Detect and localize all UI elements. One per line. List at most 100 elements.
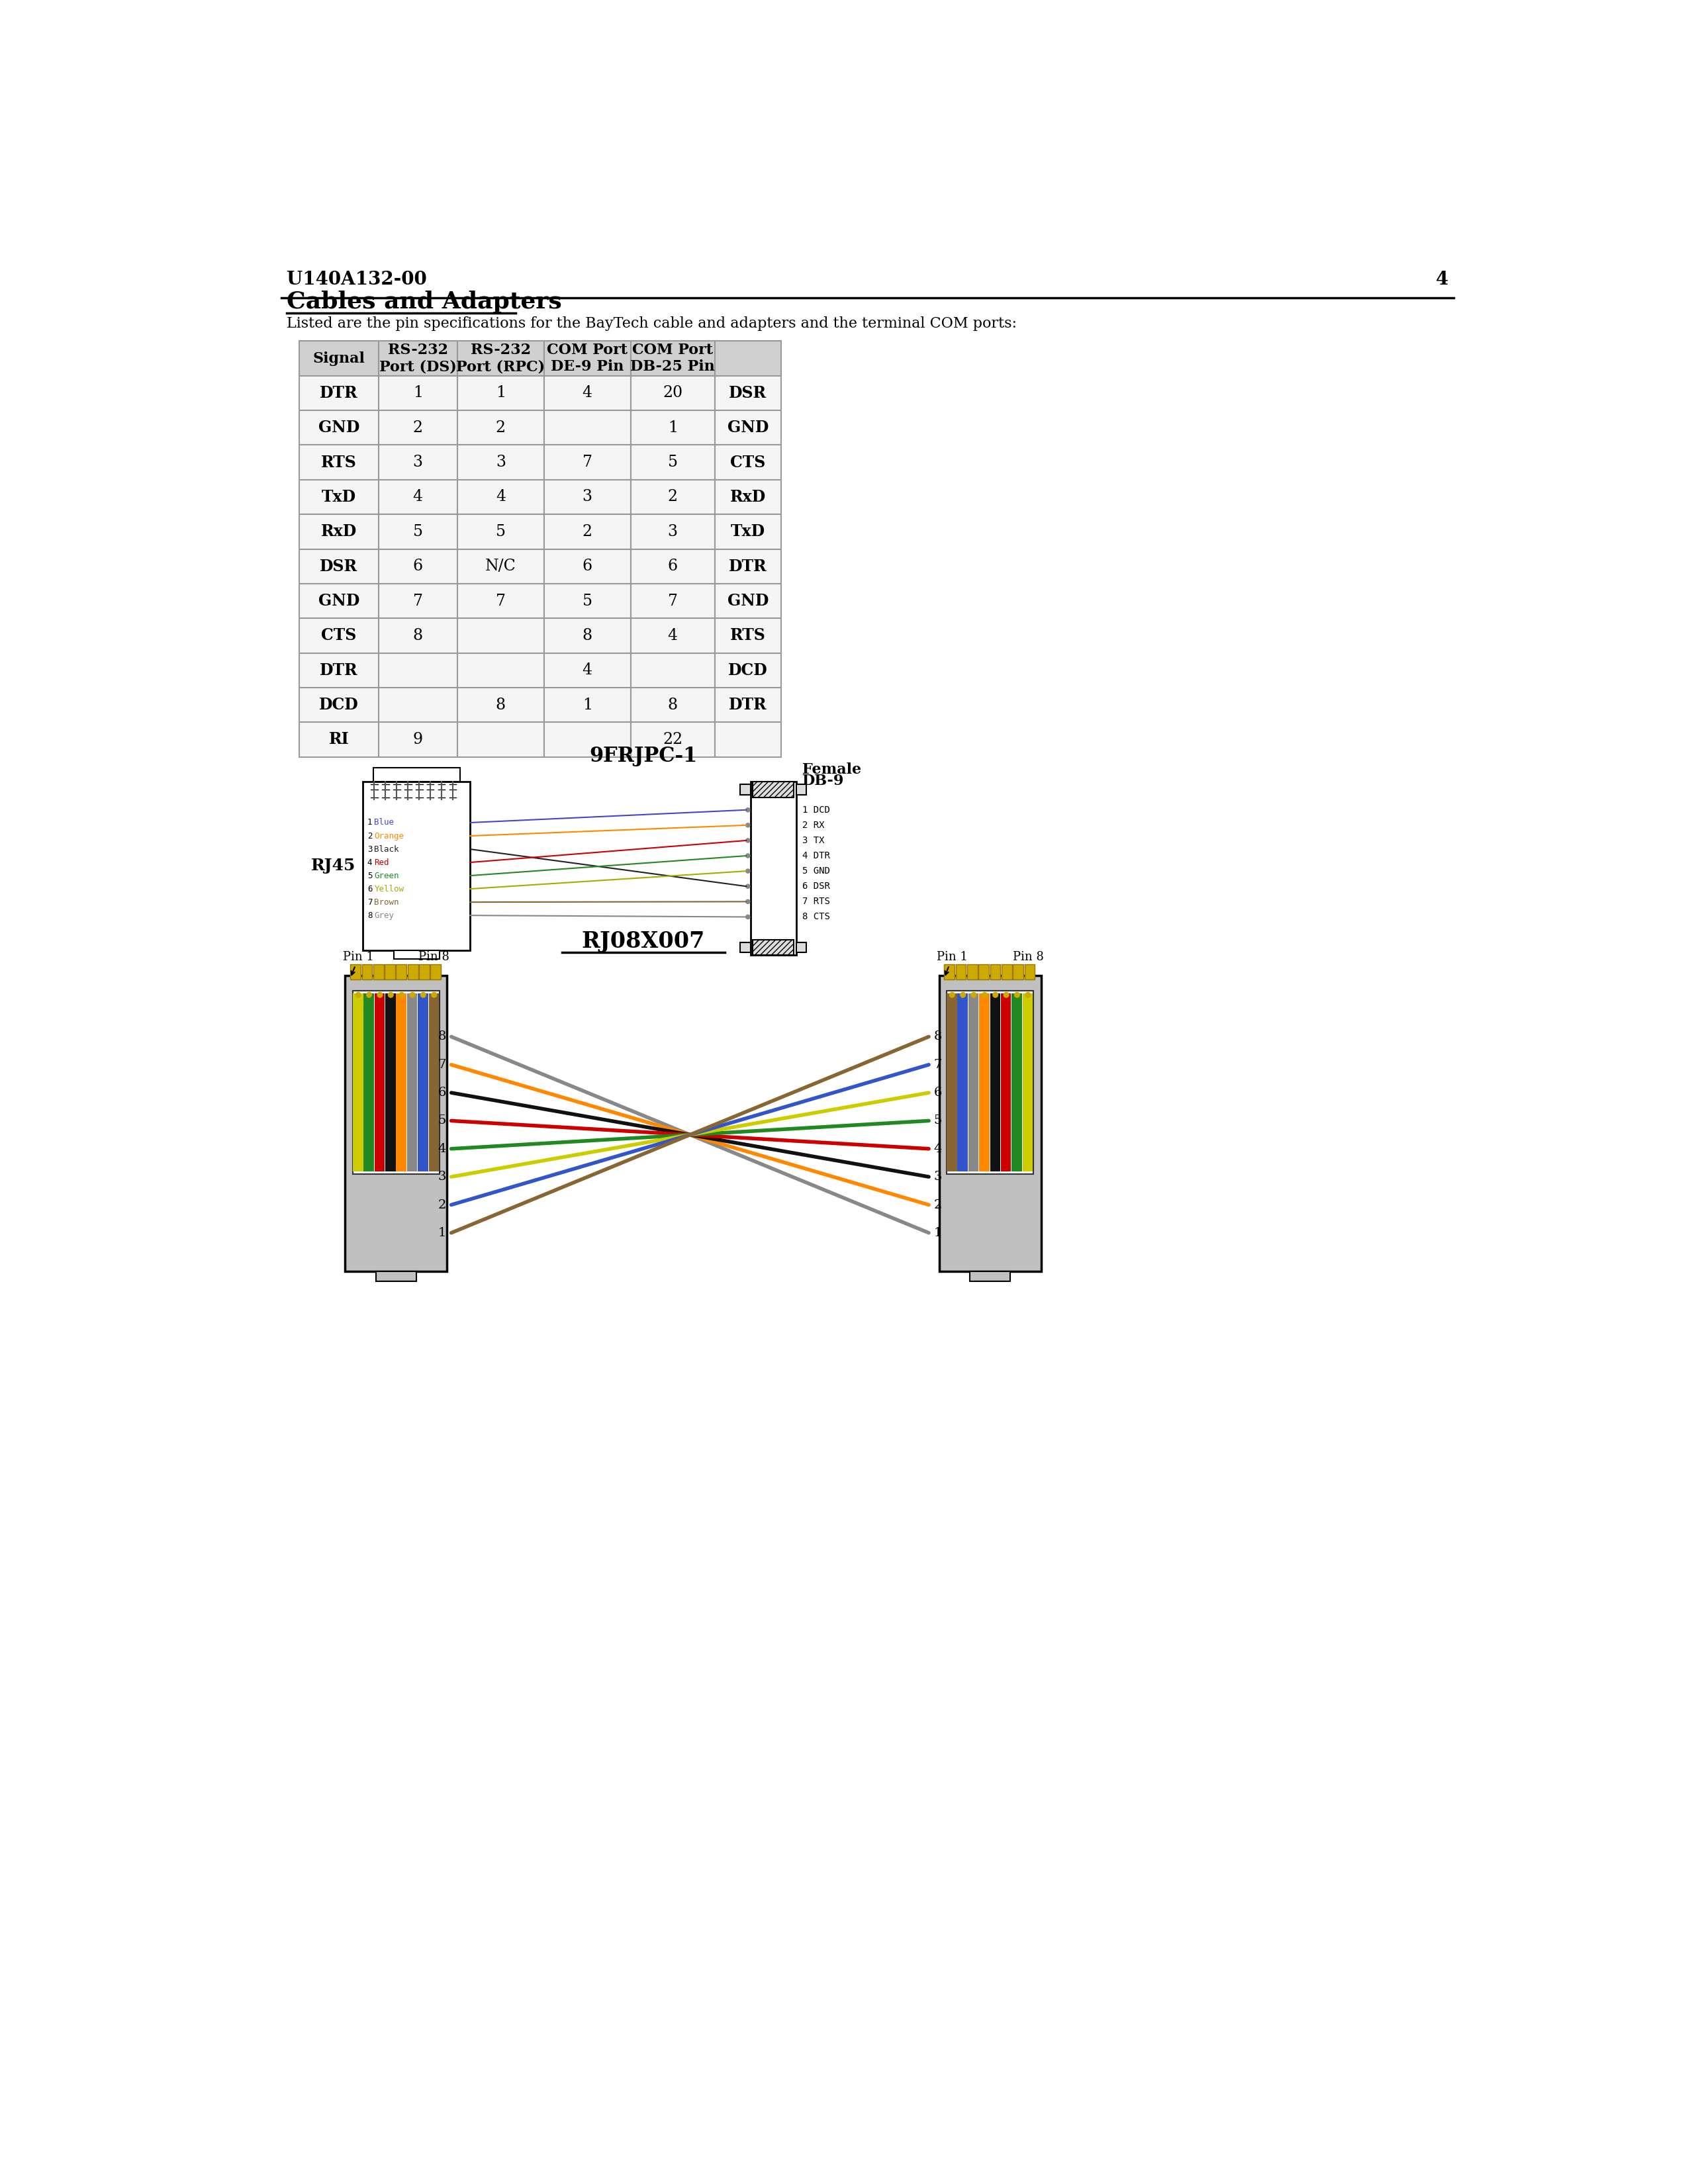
Text: Orange: Orange: [375, 832, 403, 841]
Text: 4 DTR: 4 DTR: [802, 852, 830, 860]
Bar: [957, 994, 967, 1171]
Circle shape: [746, 915, 749, 919]
Text: GND: GND: [728, 594, 768, 609]
Text: 6: 6: [933, 1088, 942, 1099]
Bar: [419, 965, 429, 981]
Bar: [753, 782, 793, 797]
Bar: [385, 994, 395, 1171]
Text: Black: Black: [375, 845, 398, 854]
Text: 8 CTS: 8 CTS: [802, 913, 830, 922]
Text: 8: 8: [933, 1031, 942, 1042]
Text: 7: 7: [437, 1059, 446, 1070]
Bar: [457, 583, 544, 618]
Bar: [457, 618, 544, 653]
Bar: [631, 583, 714, 618]
Text: RJ45: RJ45: [311, 858, 356, 874]
Text: 2: 2: [933, 1199, 942, 1210]
Text: 2: 2: [668, 489, 677, 505]
Text: 6 DSR: 6 DSR: [802, 882, 830, 891]
Bar: [299, 411, 378, 446]
Bar: [631, 480, 714, 515]
Bar: [457, 480, 544, 515]
Bar: [344, 976, 447, 1271]
Bar: [797, 784, 807, 795]
Bar: [631, 341, 714, 376]
Text: RS-232
Port (RPC): RS-232 Port (RPC): [456, 343, 545, 373]
Bar: [944, 965, 954, 981]
Bar: [947, 994, 957, 1171]
Bar: [741, 784, 751, 795]
Text: 3: 3: [437, 1171, 446, 1184]
Text: RxD: RxD: [729, 489, 766, 505]
Text: RS-232
Port (DS): RS-232 Port (DS): [380, 343, 456, 373]
Bar: [361, 965, 373, 981]
Bar: [544, 688, 631, 723]
Bar: [969, 1271, 1011, 1282]
Text: 4: 4: [496, 489, 506, 505]
Bar: [299, 618, 378, 653]
Bar: [378, 411, 457, 446]
Bar: [631, 653, 714, 688]
Bar: [457, 548, 544, 583]
Bar: [363, 994, 375, 1171]
Circle shape: [993, 992, 998, 998]
Text: N/C: N/C: [484, 559, 517, 574]
Text: RI: RI: [329, 732, 349, 747]
Text: RTS: RTS: [731, 627, 766, 644]
Text: DCD: DCD: [319, 697, 358, 712]
Bar: [419, 994, 429, 1171]
Text: Signal: Signal: [312, 352, 365, 365]
Circle shape: [982, 992, 987, 998]
Text: TxD: TxD: [731, 524, 765, 539]
Text: 5: 5: [496, 524, 506, 539]
Bar: [299, 341, 378, 376]
Text: 8: 8: [668, 697, 677, 712]
Bar: [385, 965, 395, 981]
Text: DTR: DTR: [319, 662, 358, 679]
Bar: [363, 782, 469, 950]
Text: Green: Green: [375, 871, 398, 880]
Bar: [544, 446, 631, 480]
Bar: [373, 767, 459, 782]
Bar: [378, 376, 457, 411]
Bar: [457, 446, 544, 480]
Text: 4: 4: [368, 858, 373, 867]
Circle shape: [398, 992, 403, 998]
Bar: [378, 688, 457, 723]
Bar: [714, 446, 782, 480]
Text: Female: Female: [802, 762, 861, 778]
Circle shape: [366, 992, 371, 998]
Text: COM Port
DE-9 Pin: COM Port DE-9 Pin: [547, 343, 628, 373]
Text: 5: 5: [368, 871, 373, 880]
Bar: [429, 994, 439, 1171]
Bar: [939, 976, 1041, 1271]
Bar: [544, 341, 631, 376]
Bar: [299, 446, 378, 480]
Text: Brown: Brown: [375, 898, 398, 906]
Bar: [353, 994, 363, 1171]
Text: GND: GND: [317, 594, 360, 609]
Text: 3: 3: [414, 454, 422, 470]
Circle shape: [746, 900, 749, 904]
Bar: [1001, 965, 1011, 981]
Text: 2: 2: [437, 1199, 446, 1210]
Text: 4: 4: [437, 1142, 446, 1155]
Text: 3: 3: [933, 1171, 942, 1184]
Text: 1: 1: [414, 384, 422, 400]
Circle shape: [746, 839, 749, 843]
Text: 3: 3: [368, 845, 373, 854]
Text: Blue: Blue: [375, 819, 393, 828]
Text: 1: 1: [933, 1227, 942, 1238]
Bar: [1011, 994, 1021, 1171]
Circle shape: [746, 885, 749, 889]
Circle shape: [950, 992, 955, 998]
Text: DTR: DTR: [729, 697, 766, 712]
Circle shape: [746, 823, 749, 828]
Text: Pin 8: Pin 8: [1013, 950, 1043, 963]
Bar: [714, 411, 782, 446]
Text: 5: 5: [668, 454, 677, 470]
Text: TxD: TxD: [322, 489, 356, 505]
Text: 8: 8: [437, 1031, 446, 1042]
Text: 5: 5: [437, 1114, 446, 1127]
Bar: [378, 446, 457, 480]
